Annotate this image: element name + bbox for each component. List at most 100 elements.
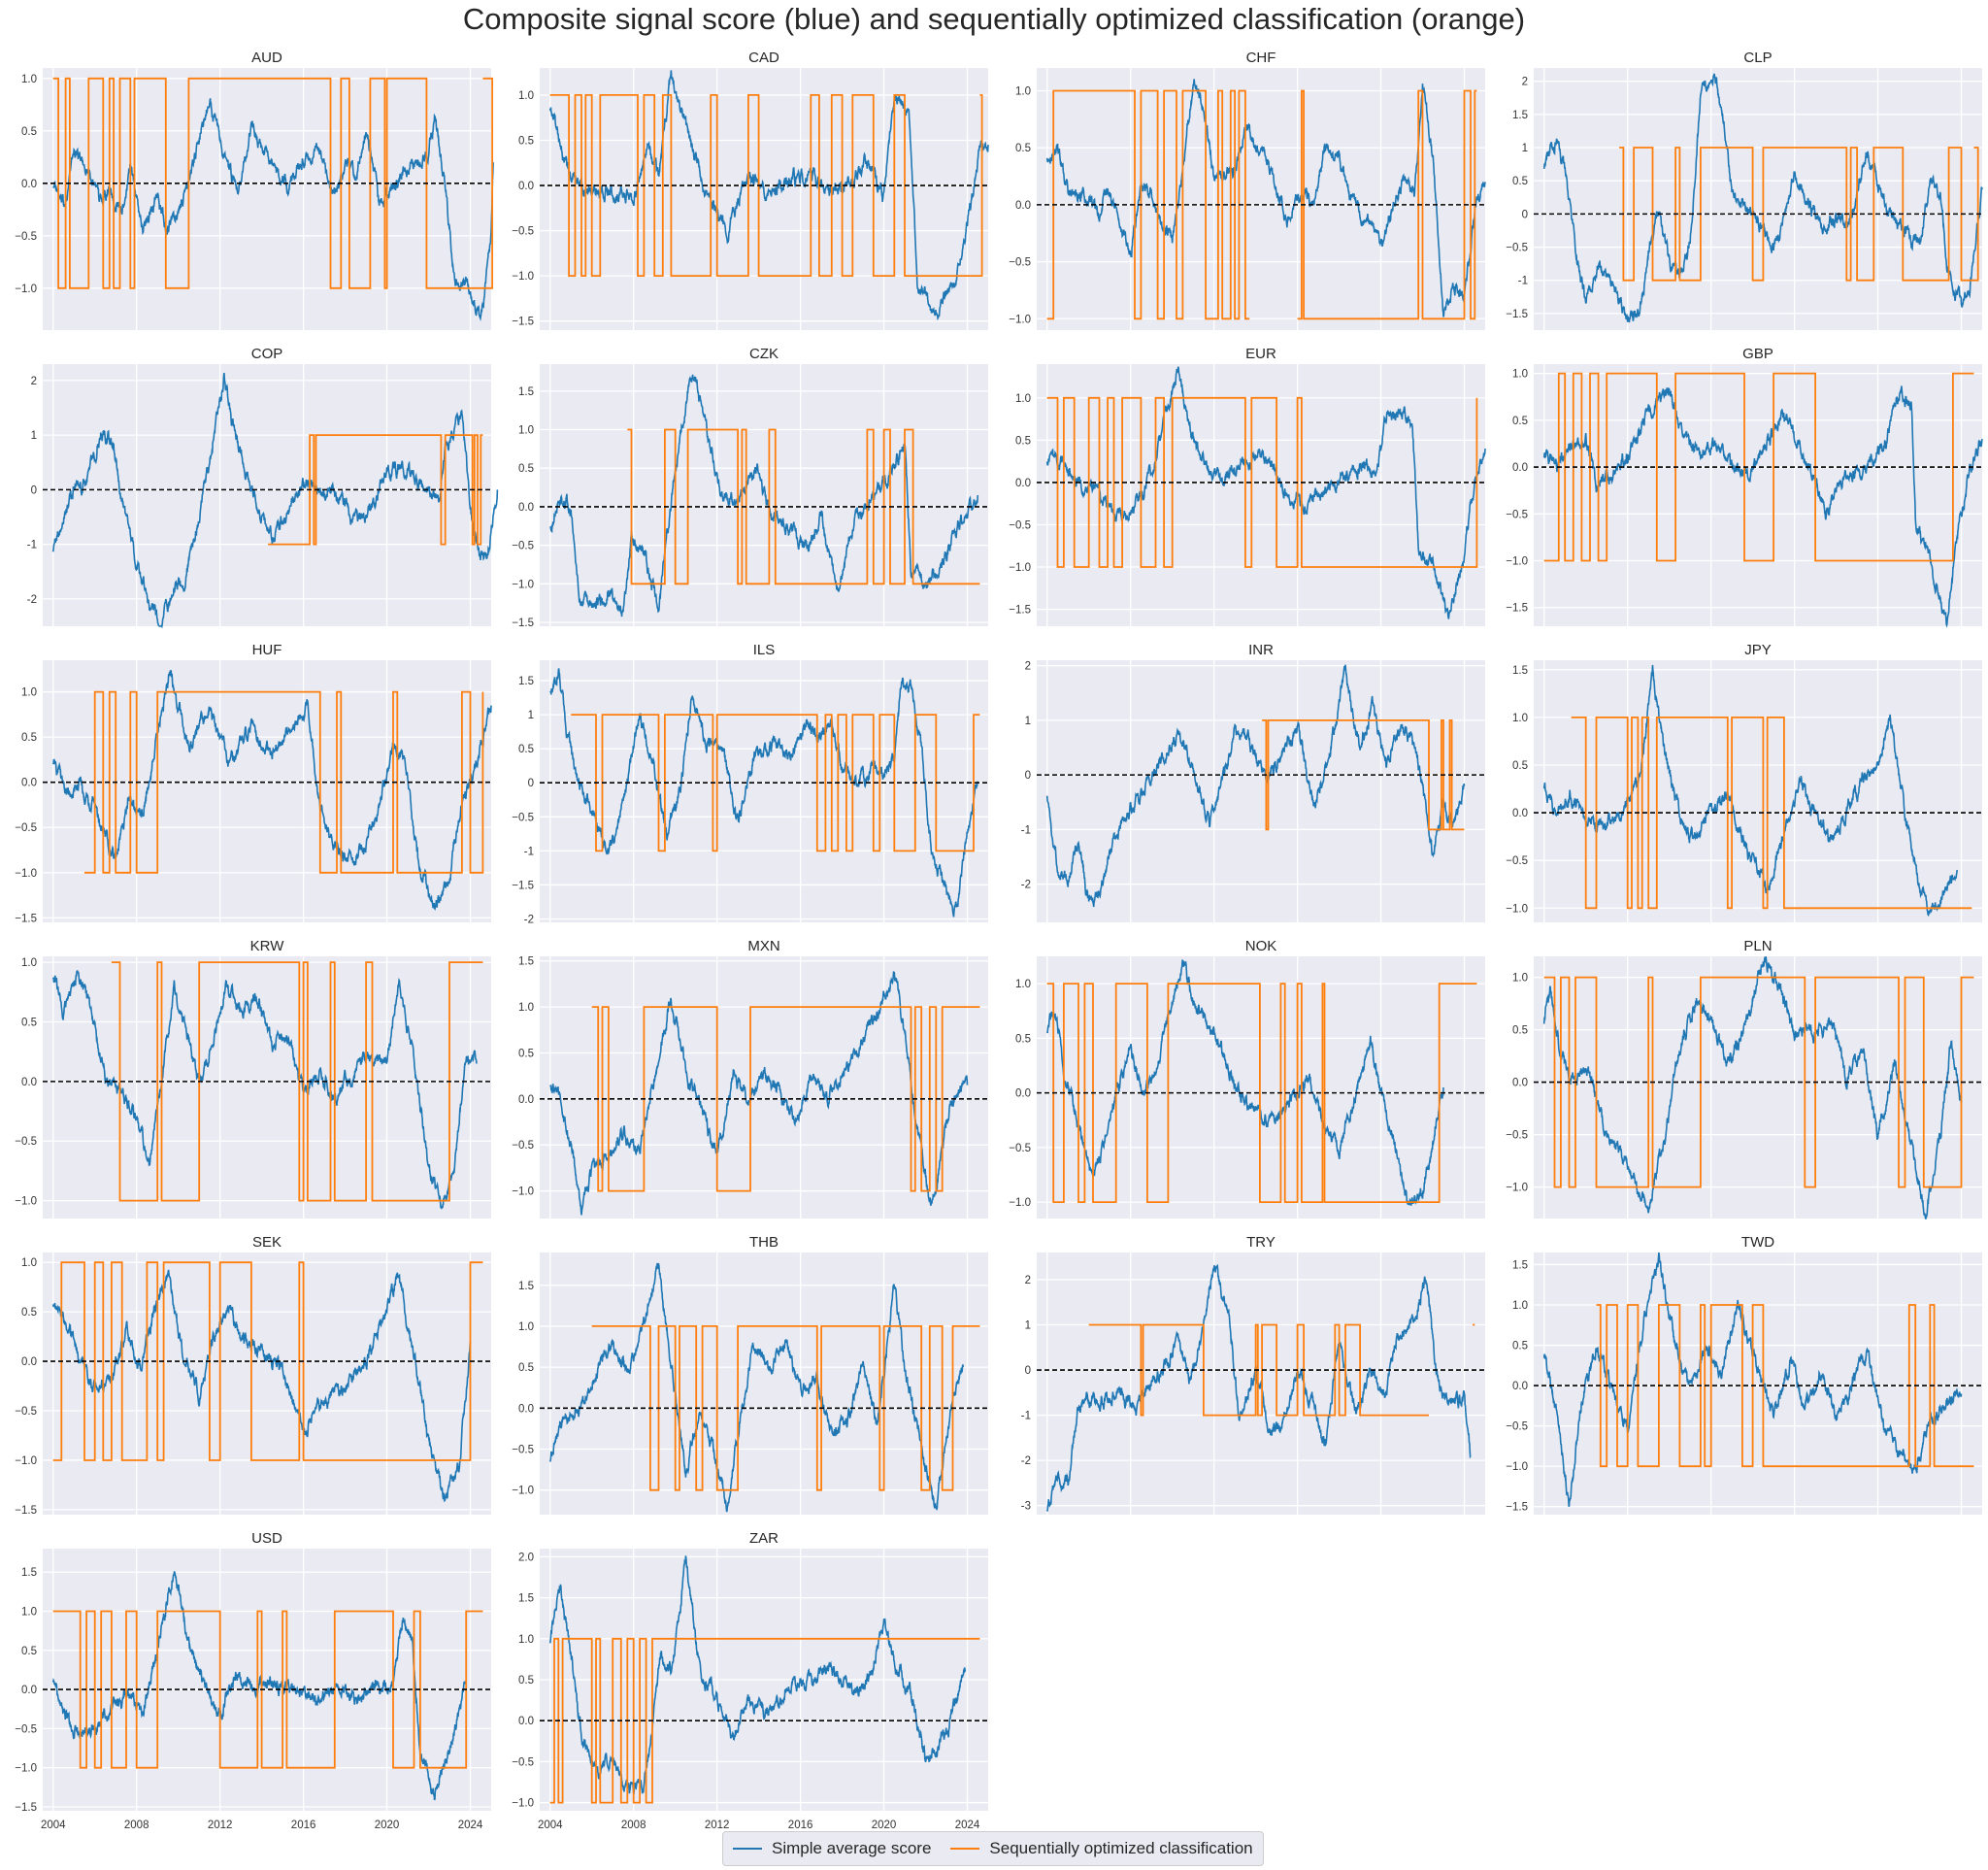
panel-title: MXN bbox=[747, 938, 779, 954]
panel-sek: SEK −1.5 −1.0 −0.5 0.0 0.5 1.0 bbox=[0, 1233, 505, 1529]
panel-usd: USD −1.5 −1.0 −0.5 0.0 0.5 1.0 1.5 2004 2008 2012 2… bbox=[0, 1529, 505, 1831]
y-tick-label: 1 bbox=[1025, 1319, 1031, 1331]
y-tick-label: −1.0 bbox=[1506, 556, 1528, 568]
x-tick-label: 2008 bbox=[124, 1820, 149, 1831]
y-tick-label: 0.5 bbox=[1015, 435, 1031, 447]
y-tick-label: 1.0 bbox=[21, 74, 37, 85]
y-tick-label: −1.5 bbox=[1506, 603, 1528, 615]
y-tick-label: −0.5 bbox=[15, 231, 37, 243]
y-tick-label: −0.5 bbox=[512, 226, 534, 238]
panel-title: COP bbox=[251, 346, 283, 362]
plot-area bbox=[540, 1252, 988, 1515]
panel-twd: TWD −1.5 −1.0 −0.5 0.0 0.5 1.0 1.5 bbox=[1491, 1233, 1988, 1529]
y-tick-label: 1.0 bbox=[1015, 393, 1031, 405]
y-tick-label: 0.0 bbox=[1015, 200, 1031, 212]
panel-try: TRY -3 -2 -1 0 1 2 bbox=[994, 1233, 1499, 1529]
y-tick-label: 0.5 bbox=[1512, 416, 1528, 427]
y-tick-label: 1.5 bbox=[1512, 1259, 1528, 1271]
y-tick-label: 0 bbox=[1025, 1365, 1031, 1377]
y-tick-label: 0.5 bbox=[518, 1048, 534, 1059]
classification-line bbox=[591, 1325, 980, 1491]
plot-area bbox=[1037, 956, 1485, 1219]
y-tick-label: −1.5 bbox=[512, 317, 534, 328]
classification-line bbox=[1046, 89, 1250, 320]
y-tick-label: −1.0 bbox=[1009, 1197, 1031, 1209]
legend-label-classification: Sequentially optimized classification bbox=[989, 1839, 1253, 1857]
y-tick-label: −0.5 bbox=[1009, 257, 1031, 269]
y-tick-label: 1.0 bbox=[21, 687, 37, 699]
y-tick-label: -2 bbox=[27, 594, 37, 606]
score-line bbox=[51, 970, 478, 1210]
y-tick-label: −0.5 bbox=[15, 1406, 37, 1418]
y-tick-label: −1.0 bbox=[15, 1196, 37, 1208]
y-tick-label: 1.0 bbox=[518, 1634, 534, 1646]
plot-area bbox=[1037, 660, 1485, 922]
plot-area bbox=[1534, 1252, 1982, 1515]
panel-title: CZK bbox=[749, 346, 779, 362]
y-tick-label: 0.0 bbox=[1015, 1088, 1031, 1100]
score-line bbox=[1045, 366, 1486, 619]
score-line bbox=[51, 669, 492, 911]
y-tick-label: 1 bbox=[1025, 716, 1031, 727]
panel-cop: COP -2 -1 0 1 2 bbox=[0, 345, 505, 641]
x-tick-label: 2016 bbox=[788, 1820, 813, 1831]
panel-czk: CZK −1.5 −1.0 −0.5 0.0 0.5 1.0 1.5 bbox=[497, 345, 1002, 641]
y-tick-label: 0.5 bbox=[1512, 1341, 1528, 1352]
y-tick-label: 1.0 bbox=[518, 1002, 534, 1014]
classification-line bbox=[1571, 717, 1972, 910]
classification-line bbox=[268, 434, 483, 546]
plot-area bbox=[1534, 68, 1982, 330]
y-tick-label: −1.5 bbox=[1506, 1502, 1528, 1514]
score-line bbox=[548, 1555, 967, 1794]
y-tick-label: −1.0 bbox=[15, 868, 37, 880]
y-tick-label: 1.0 bbox=[518, 425, 534, 437]
y-tick-label: 0.0 bbox=[1512, 1381, 1528, 1392]
panel-eur: EUR −1.5 −1.0 −0.5 0.0 0.5 1.0 bbox=[994, 345, 1499, 641]
y-tick-label: −0.5 bbox=[1009, 519, 1031, 531]
panel-title: GBP bbox=[1742, 346, 1773, 362]
classification-line bbox=[571, 714, 980, 852]
y-tick-label: −1.5 bbox=[512, 880, 534, 891]
plot-area bbox=[43, 68, 491, 330]
y-tick-label: 1 bbox=[31, 430, 37, 442]
score-line bbox=[1045, 664, 1466, 908]
plot-area bbox=[1534, 956, 1982, 1219]
y-tick-label: 0.5 bbox=[1015, 143, 1031, 154]
y-tick-label: −0.5 bbox=[512, 1140, 534, 1152]
score-line bbox=[1542, 385, 1983, 628]
y-tick-label: 0.0 bbox=[518, 181, 534, 192]
y-tick-label: 2 bbox=[1025, 661, 1031, 673]
plot-area bbox=[43, 364, 491, 626]
y-tick-label: −0.5 bbox=[15, 1136, 37, 1148]
y-tick-label: 0.0 bbox=[21, 1685, 37, 1696]
score-line bbox=[549, 374, 979, 618]
y-tick-label: 2.0 bbox=[518, 1552, 534, 1563]
panel-krw: KRW −1.0 −0.5 0.0 0.5 1.0 bbox=[0, 937, 505, 1233]
y-tick-label: 0.5 bbox=[1015, 1033, 1031, 1045]
y-tick-label: 0.5 bbox=[518, 744, 534, 755]
score-line bbox=[548, 1262, 964, 1513]
y-tick-label: 1.0 bbox=[518, 90, 534, 102]
y-tick-label: 0.5 bbox=[21, 1646, 37, 1657]
legend-swatch-score bbox=[733, 1848, 762, 1850]
legend-item-classification: Sequentially optimized classification bbox=[950, 1839, 1253, 1858]
y-tick-label: −1.0 bbox=[15, 1763, 37, 1775]
y-tick-label: −1.5 bbox=[1506, 309, 1528, 320]
y-tick-label: −0.5 bbox=[1506, 509, 1528, 520]
y-tick-label: 1 bbox=[528, 710, 534, 721]
y-tick-label: 1.5 bbox=[21, 1567, 37, 1579]
x-tick-label: 2012 bbox=[705, 1820, 730, 1831]
y-tick-label: −0.5 bbox=[512, 1756, 534, 1768]
panel-title: NOK bbox=[1245, 938, 1277, 954]
panel-title: CLP bbox=[1743, 50, 1772, 66]
y-tick-label: 0.5 bbox=[1512, 1025, 1528, 1037]
panel-huf: HUF −1.5 −1.0 −0.5 0.0 0.5 1.0 bbox=[0, 641, 505, 937]
y-tick-label: 0 bbox=[31, 484, 37, 496]
panel-cad: CAD −1.5 −1.0 −0.5 0.0 0.5 1.0 bbox=[497, 49, 1002, 345]
x-tick-label: 2004 bbox=[41, 1820, 66, 1831]
plot-area bbox=[1037, 364, 1485, 626]
y-tick-label: 0.5 bbox=[21, 732, 37, 744]
y-tick-label: 0.5 bbox=[21, 1018, 37, 1029]
panel-title: CAD bbox=[748, 50, 779, 66]
y-tick-label: -3 bbox=[1021, 1501, 1031, 1513]
